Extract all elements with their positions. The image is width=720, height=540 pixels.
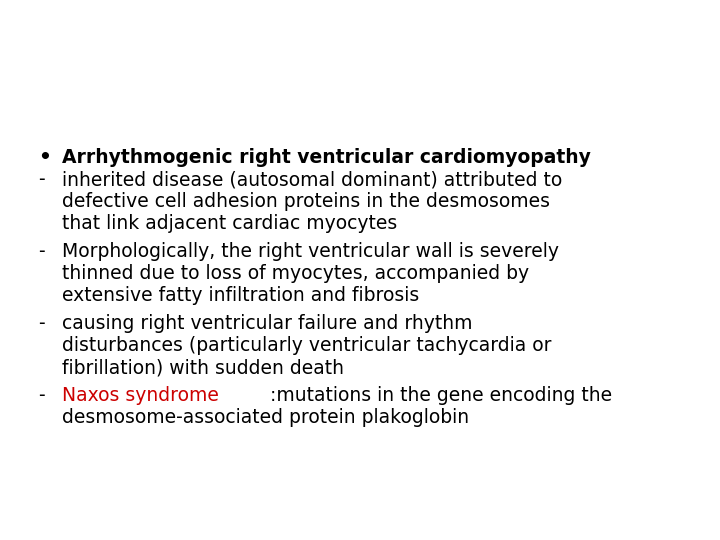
Text: Morphologically, the right ventricular wall is severely: Morphologically, the right ventricular w… xyxy=(62,242,559,261)
Text: -: - xyxy=(38,242,45,261)
Text: defective cell adhesion proteins in the desmosomes: defective cell adhesion proteins in the … xyxy=(62,192,550,211)
Text: extensive fatty infiltration and fibrosis: extensive fatty infiltration and fibrosi… xyxy=(62,286,419,305)
Text: that link adjacent cardiac myocytes: that link adjacent cardiac myocytes xyxy=(62,214,397,233)
Text: -: - xyxy=(38,170,45,189)
Text: -: - xyxy=(38,386,45,405)
Text: Naxos syndrome: Naxos syndrome xyxy=(62,386,219,405)
Text: causing right ventricular failure and rhythm: causing right ventricular failure and rh… xyxy=(62,314,472,333)
Text: Arrhythmogenic right ventricular cardiomyopathy: Arrhythmogenic right ventricular cardiom… xyxy=(62,148,591,167)
Text: desmosome-associated protein plakoglobin: desmosome-associated protein plakoglobin xyxy=(62,408,469,427)
Text: thinned due to loss of myocytes, accompanied by: thinned due to loss of myocytes, accompa… xyxy=(62,264,529,283)
Text: •: • xyxy=(38,148,51,167)
Text: :mutations in the gene encoding the: :mutations in the gene encoding the xyxy=(264,386,613,405)
Text: -: - xyxy=(38,314,45,333)
Text: disturbances (particularly ventricular tachycardia or: disturbances (particularly ventricular t… xyxy=(62,336,552,355)
Text: fibrillation) with sudden death: fibrillation) with sudden death xyxy=(62,358,344,377)
Text: inherited disease (autosomal dominant) attributed to: inherited disease (autosomal dominant) a… xyxy=(62,170,562,189)
